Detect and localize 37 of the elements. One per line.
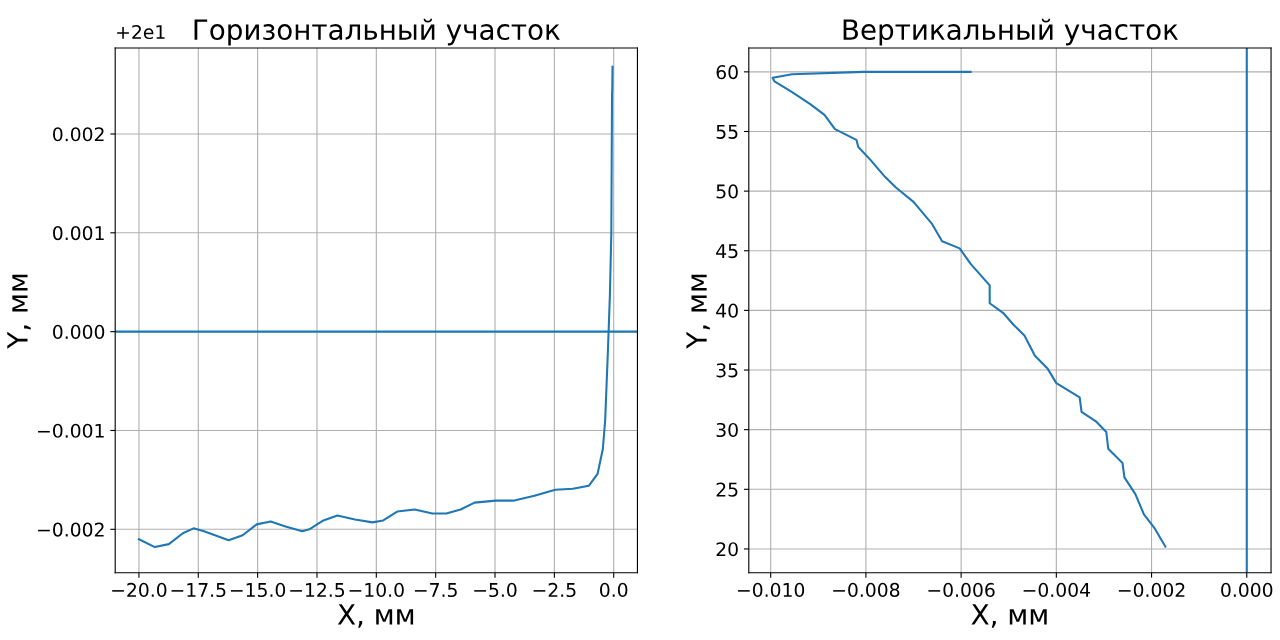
y-axis-title: Y, мм (7, 274, 31, 349)
x-tick-label: −7.5 (414, 583, 457, 598)
x-tick-label: −0.006 (928, 582, 995, 598)
y-tick-label: 20 (716, 542, 738, 557)
x-tick-label: −5.0 (474, 582, 517, 598)
x-tick-label: −12.5 (290, 582, 345, 598)
x-tick-label: −0.002 (1118, 582, 1185, 598)
y-tick-label: −0.001 (38, 423, 104, 438)
x-axis-title: X, мм (971, 604, 1047, 628)
y-tick-label: 35 (716, 363, 738, 378)
x-tick-label: −0.008 (833, 582, 900, 598)
x-tick-label: 0.000 (1221, 582, 1273, 598)
y-tick-label: 55 (716, 124, 738, 139)
chart-title: Вертикальный участок (843, 18, 1178, 46)
x-tick-label: −15.0 (230, 582, 286, 598)
y-tick-label: 60 (716, 65, 738, 80)
y-tick-label: 0.001 (53, 226, 104, 241)
x-tick-label: −2.5 (533, 582, 576, 598)
x-axis-title: X, мм (337, 604, 414, 628)
y-tick-label: 0.000 (53, 324, 105, 340)
x-tick-label: −20.0 (112, 582, 167, 598)
x-tick-label: −0.004 (1023, 582, 1090, 598)
x-tick-label: −0.010 (737, 582, 805, 598)
y-axis-title: Y, мм (686, 274, 710, 349)
y-tick-label: 45 (716, 244, 738, 259)
text: +2e1 (117, 24, 165, 40)
x-tick-label: −17.5 (171, 583, 226, 598)
y-tick-label: 0.002 (53, 127, 104, 142)
y-tick-label: 30 (716, 422, 738, 438)
y-tick-label: 50 (716, 184, 738, 199)
y-tick-label: 40 (716, 303, 738, 318)
y-tick-label: −0.002 (38, 522, 104, 537)
x-tick-label: −10.0 (349, 582, 404, 598)
chart-title: Горизонтальный участок (194, 18, 560, 46)
line-series (771, 70, 1167, 548)
y-tick-label: 25 (716, 482, 738, 497)
x-tick-label: 0.0 (600, 582, 628, 598)
